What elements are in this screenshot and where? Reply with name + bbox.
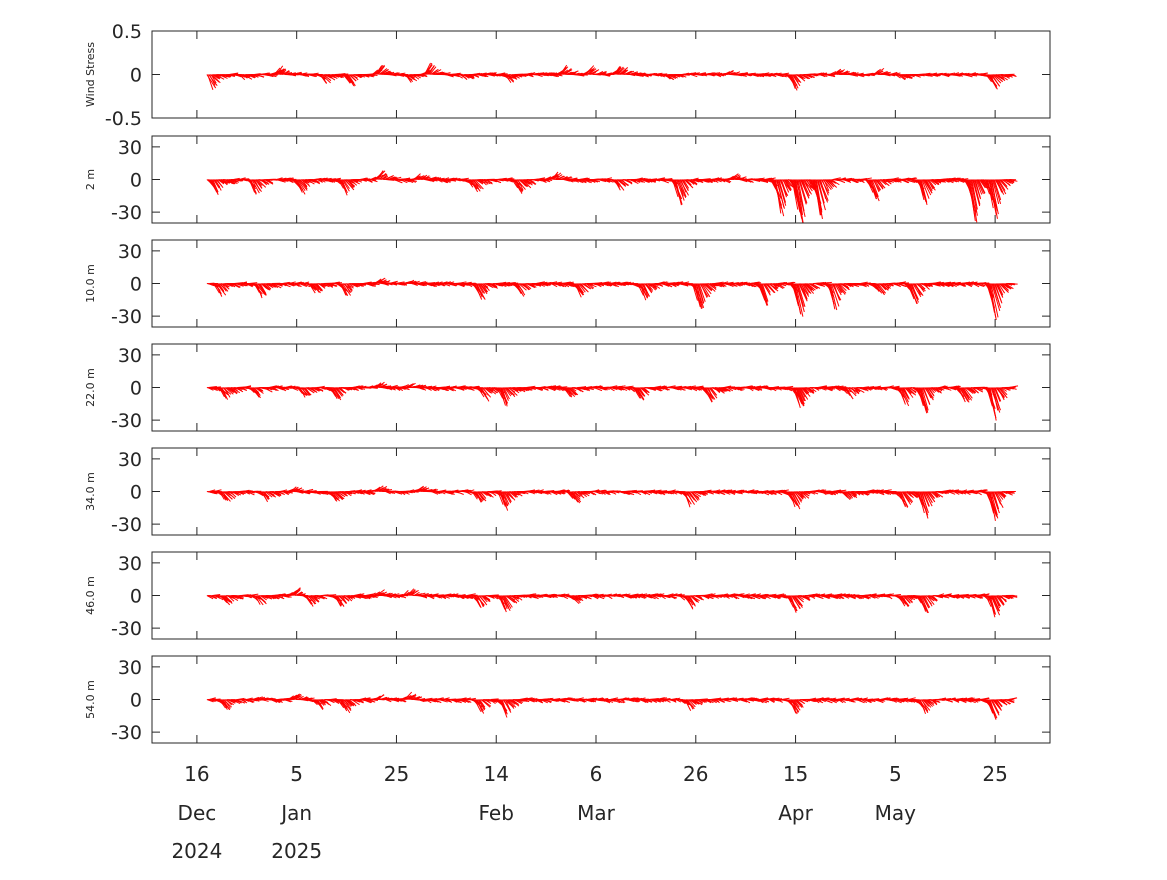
y-axis-label: 10.0 m — [84, 264, 97, 303]
y-tick-label: -0.5 — [105, 108, 142, 130]
y-tick-label: 0 — [130, 65, 142, 87]
series-vectors — [207, 486, 1016, 521]
panel-4: 30 0 -30 22.0 m — [84, 344, 1050, 432]
panel-2: 30 0 -30 2 m — [84, 136, 1050, 224]
y-tick-label: 0 — [130, 170, 142, 192]
y-tick-label: 0 — [130, 274, 142, 296]
series-vectors — [207, 382, 1018, 420]
panel-3: 30 0 -30 10.0 m — [84, 240, 1050, 328]
y-tick-label: -30 — [111, 202, 142, 224]
series-vectors — [207, 588, 1017, 618]
y-tick-label: -30 — [111, 514, 142, 536]
y-tick-label: 0 — [130, 378, 142, 400]
y-tick-label: 0 — [130, 482, 142, 504]
y-axis-label: Wind Stress — [84, 42, 97, 107]
y-tick-label: 30 — [118, 449, 142, 471]
y-axis-label: 22.0 m — [84, 368, 97, 407]
panel-1: 0.5 0 -0.5 Wind Stress — [84, 21, 1050, 130]
y-tick-label: 30 — [118, 345, 142, 367]
y-axis-label: 2 m — [84, 169, 97, 190]
y-tick-label: 30 — [118, 137, 142, 159]
y-tick-label: 0.5 — [112, 21, 142, 43]
series-vectors — [207, 63, 1017, 91]
y-axis-label: 34.0 m — [84, 472, 97, 511]
panel-5: 30 0 -30 34.0 m — [84, 448, 1050, 536]
y-tick-label: 30 — [118, 241, 142, 263]
series-vectors — [207, 278, 1018, 320]
y-tick-label: -30 — [111, 410, 142, 432]
y-tick-label: -30 — [111, 306, 142, 328]
vector-stick — [1010, 284, 1018, 285]
